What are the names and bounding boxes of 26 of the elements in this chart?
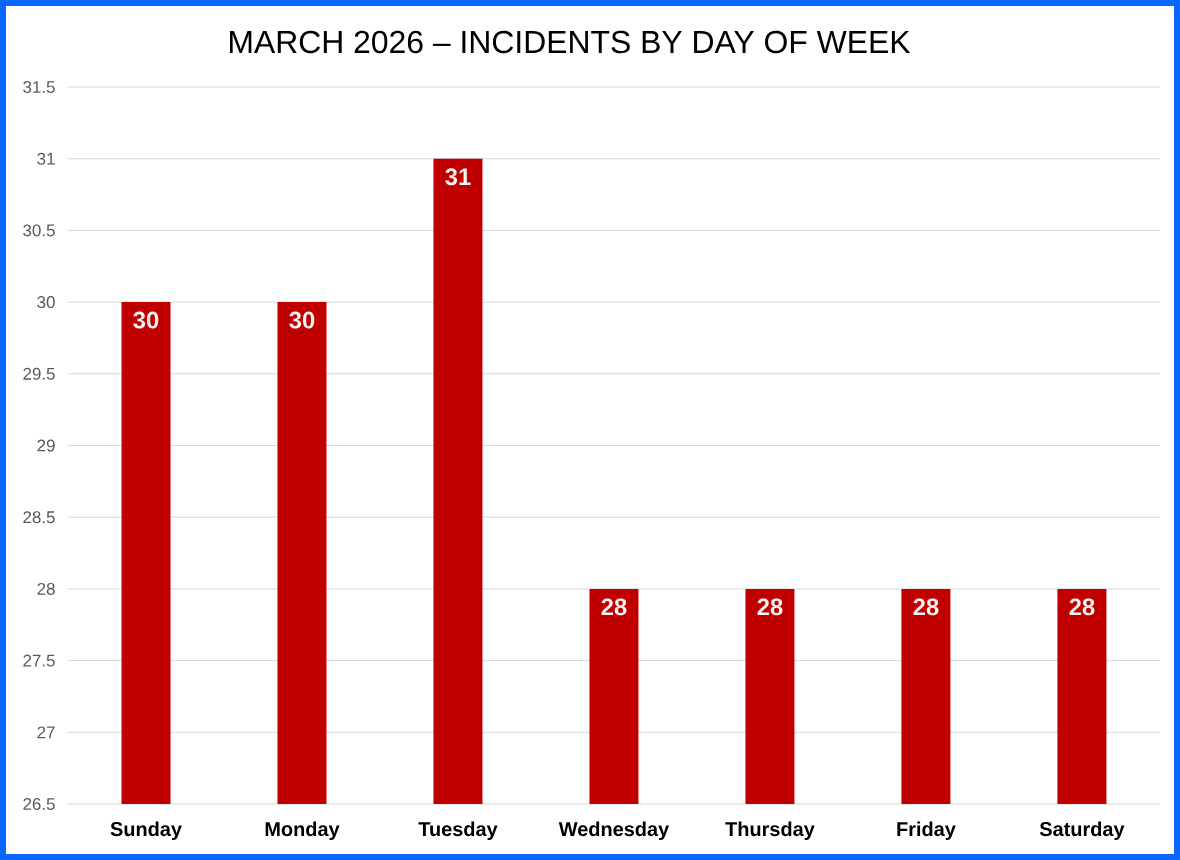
x-tick-label: Saturday (1039, 821, 1125, 841)
data-label: 28 (913, 598, 939, 616)
y-tick-label: 27.5 (23, 654, 55, 667)
y-tick-label: 28 (37, 582, 55, 595)
y-tick-label: 31.5 (23, 80, 55, 93)
x-tick-label: Sunday (110, 821, 182, 841)
x-tick-label: Tuesday (418, 821, 498, 841)
y-tick-label: 26.5 (23, 798, 55, 810)
x-tick-label: Wednesday (558, 821, 670, 841)
data-label: 28 (757, 598, 783, 616)
x-tick-label: Thursday (725, 821, 815, 841)
y-tick-label: 29.5 (23, 367, 55, 380)
y-tick-label: 28.5 (23, 511, 55, 524)
y-tick-label: 30.5 (23, 224, 55, 237)
data-label: 30 (289, 311, 315, 329)
y-tick-label: 31 (37, 152, 55, 165)
x-tick-label: Friday (897, 821, 956, 841)
data-label: 31 (445, 168, 471, 186)
y-tick-label: 30 (37, 296, 55, 309)
y-tick-label: 29 (37, 439, 55, 452)
data-label: 28 (1069, 598, 1095, 616)
data-label: 30 (133, 311, 159, 329)
x-tick-label: Monday (265, 821, 340, 841)
data-label: 28 (601, 598, 627, 616)
chart-title: MARCH 2026 – INCIDENTS BY DAY OF WEEK (230, 30, 911, 54)
y-tick-label: 27 (37, 726, 55, 739)
